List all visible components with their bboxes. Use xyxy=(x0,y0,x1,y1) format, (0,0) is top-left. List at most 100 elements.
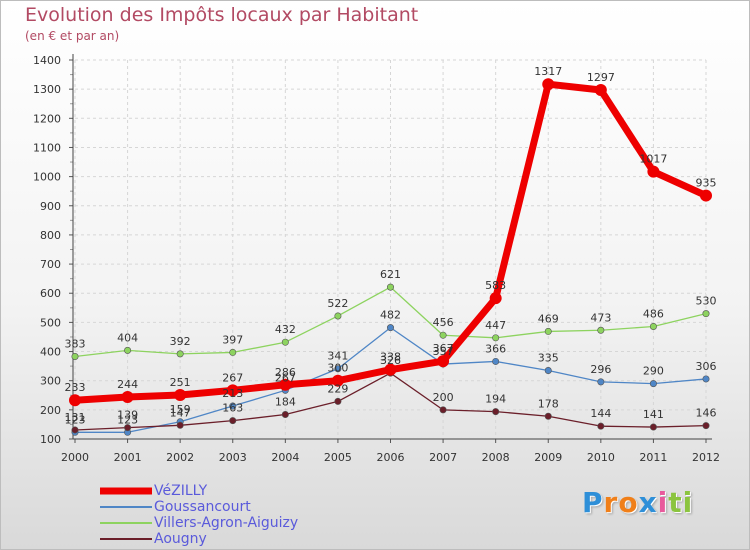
data-label: 194 xyxy=(485,393,506,406)
y-tick-label: 1000 xyxy=(33,171,61,184)
data-label: 621 xyxy=(380,268,401,281)
y-tick-label: 1100 xyxy=(33,141,61,154)
data-point xyxy=(489,292,502,305)
data-point xyxy=(386,283,394,291)
data-label: 338 xyxy=(380,351,401,364)
logo-letter: r xyxy=(603,486,619,519)
data-point xyxy=(700,189,712,202)
data-label: 184 xyxy=(275,396,296,409)
data-label: 1317 xyxy=(534,65,562,78)
data-point xyxy=(702,422,710,430)
x-tick-label: 2006 xyxy=(377,451,405,464)
data-label: 290 xyxy=(643,365,664,378)
y-tick-label: 200 xyxy=(40,404,61,417)
data-point xyxy=(384,363,397,376)
data-label: 267 xyxy=(275,371,296,384)
data-label: 397 xyxy=(222,333,243,346)
data-point xyxy=(176,421,184,429)
legend-swatch xyxy=(100,506,152,508)
data-point xyxy=(229,402,237,410)
data-label: 482 xyxy=(380,309,401,322)
legend-swatch xyxy=(100,522,152,524)
data-label: 404 xyxy=(117,331,138,344)
y-tick-label: 900 xyxy=(40,200,61,213)
logo-letter: t xyxy=(668,486,683,519)
data-label: 123 xyxy=(117,413,138,426)
data-point xyxy=(279,378,292,391)
data-label: 144 xyxy=(590,407,611,420)
data-point xyxy=(229,348,237,356)
x-tick-label: 2003 xyxy=(219,451,247,464)
x-tick-label: 2004 xyxy=(271,451,299,464)
data-label: 267 xyxy=(222,371,243,384)
data-point xyxy=(69,394,81,407)
legend-swatch xyxy=(100,487,152,495)
y-tick-label: 1300 xyxy=(33,83,61,96)
logo-letter: o xyxy=(618,486,639,519)
data-point xyxy=(281,411,289,419)
x-tick-label: 2010 xyxy=(587,451,615,464)
y-tick-label: 700 xyxy=(40,258,61,271)
data-point xyxy=(334,312,342,320)
y-tick-label: 300 xyxy=(40,375,61,388)
data-label: 469 xyxy=(538,312,559,325)
data-point xyxy=(331,374,344,387)
x-tick-label: 2001 xyxy=(114,451,142,464)
axes: 100 200 300 400 500 600 700 800 900 1000 1100 1200 1… xyxy=(33,54,720,464)
data-label: 357 xyxy=(433,345,454,358)
data-label: 392 xyxy=(170,335,191,348)
data-point xyxy=(597,378,605,386)
y-tick-label: 800 xyxy=(40,229,61,242)
data-point xyxy=(594,84,607,97)
data-point xyxy=(71,352,79,360)
data-label: 296 xyxy=(590,363,611,376)
data-label: 139 xyxy=(117,409,138,422)
data-point xyxy=(492,408,500,416)
data-point xyxy=(281,338,289,346)
data-point xyxy=(649,322,657,330)
y-tick-label: 400 xyxy=(40,346,61,359)
data-point xyxy=(226,384,239,397)
data-point xyxy=(544,327,552,335)
x-tick-label: 2000 xyxy=(61,451,89,464)
y-tick-label: 1400 xyxy=(33,54,61,67)
data-label: 244 xyxy=(117,378,138,391)
x-tick-label: 2007 xyxy=(429,451,457,464)
data-label: 1017 xyxy=(639,153,667,166)
data-point xyxy=(71,426,79,434)
x-tick-label: 2005 xyxy=(324,451,352,464)
data-point xyxy=(334,365,342,373)
data-point xyxy=(492,334,500,342)
data-labels: 383 404 392 397 432 522 621 456 447 469 473 486 530 1… xyxy=(65,65,717,426)
legend-label: Goussancourt xyxy=(154,499,251,515)
logo-letter: P xyxy=(582,486,604,519)
proxiti-logo: Proxiti xyxy=(582,486,693,519)
data-point xyxy=(229,417,237,425)
data-label: 131 xyxy=(65,411,86,424)
data-point xyxy=(492,357,500,365)
data-point xyxy=(597,326,605,334)
data-label: 200 xyxy=(433,391,454,404)
data-label: 522 xyxy=(327,297,348,310)
data-point xyxy=(386,324,394,332)
data-label: 1297 xyxy=(587,71,615,84)
data-point xyxy=(439,406,447,414)
logo-letter: x xyxy=(638,486,658,519)
data-label: 286 xyxy=(275,366,296,379)
data-label: 300 xyxy=(327,362,348,375)
x-tick-label: 2008 xyxy=(482,451,510,464)
data-point xyxy=(544,412,552,420)
data-point xyxy=(121,391,134,404)
data-point xyxy=(437,355,450,368)
data-label: 233 xyxy=(65,381,86,394)
data-point xyxy=(597,422,605,430)
y-tick-label: 600 xyxy=(40,287,61,300)
chart-subtitle: (en € et par an) xyxy=(25,29,120,43)
data-point xyxy=(439,331,447,339)
x-tick-label: 2012 xyxy=(692,451,720,464)
data-point xyxy=(544,366,552,374)
chart-title: Evolution des Impôts locaux par Habitant xyxy=(25,4,419,26)
data-label: 146 xyxy=(696,407,717,420)
logo-letter: i xyxy=(682,486,694,519)
